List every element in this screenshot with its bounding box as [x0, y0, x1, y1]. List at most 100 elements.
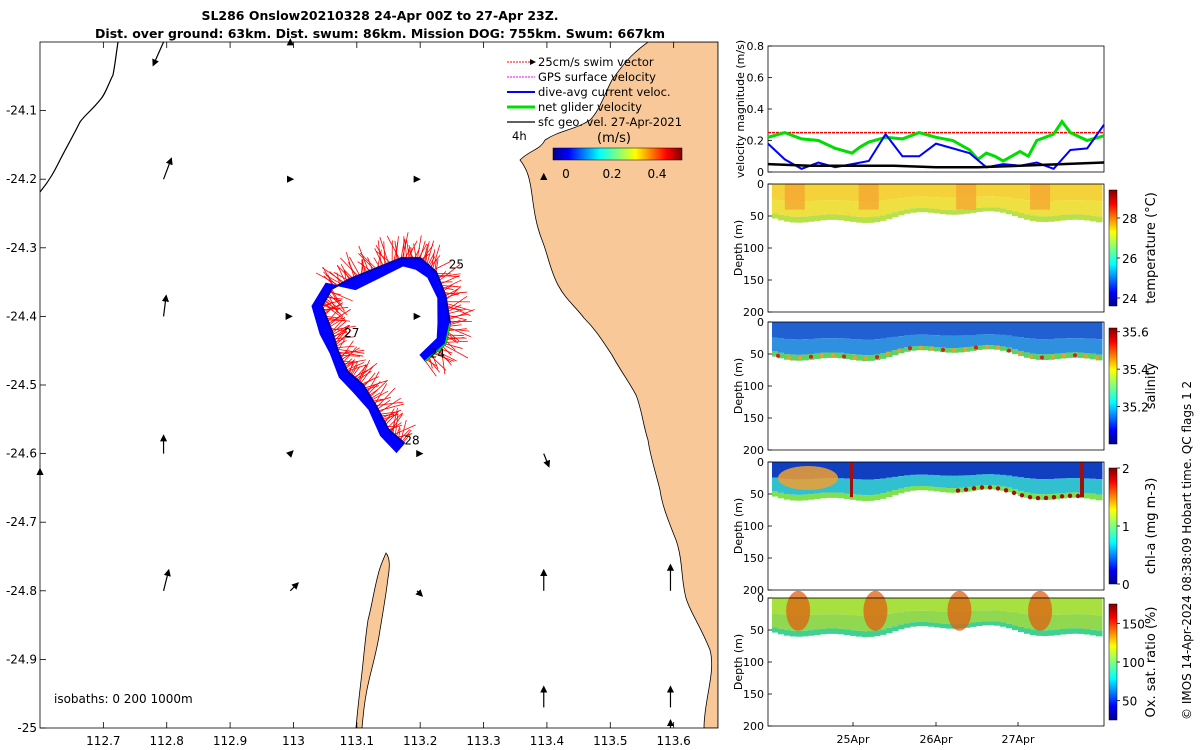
section-cell: [856, 479, 863, 495]
section-cell: [1054, 614, 1061, 630]
swim-vector: [389, 422, 402, 431]
section-cell: [1084, 462, 1091, 479]
section-cell: [1072, 200, 1079, 215]
section-cell: [928, 598, 935, 611]
swim-vector: [373, 398, 384, 402]
chl-dot: [1027, 494, 1033, 500]
section-cell: [1066, 628, 1073, 634]
section-cell: [1000, 622, 1007, 627]
salinity-high-dot: [963, 347, 967, 352]
section-cell: [874, 462, 881, 480]
swim-vector: [432, 354, 439, 370]
map-xtick-label: 112.7: [86, 734, 120, 748]
section-cell: [994, 598, 1001, 611]
section-cell: [1066, 462, 1073, 479]
swim-vector: [326, 297, 343, 300]
section-cell: [958, 322, 965, 336]
section-cell: [964, 347, 971, 352]
section-ytick-label: 0: [757, 456, 764, 469]
swim-vector: [379, 397, 401, 413]
section-cell: [1096, 184, 1103, 202]
swim-vector: [377, 249, 382, 268]
swim-vector: [359, 359, 370, 383]
section-cell: [940, 197, 947, 210]
vel-series-net: [767, 119, 1105, 163]
section-cell: [832, 462, 839, 479]
cbar-tick-label: 35.4: [1122, 363, 1149, 377]
salinity-high-dot: [908, 346, 912, 351]
section-cell: [784, 494, 791, 500]
swim-vector: [323, 307, 349, 310]
swim-vector: [370, 380, 388, 398]
section-cell: [1048, 184, 1055, 201]
chl-dot: [1003, 488, 1009, 493]
cbar-label: chl-a (mg m-3): [1144, 478, 1159, 575]
map-xtick-label: 113.2: [403, 734, 437, 748]
swim-vector: [383, 414, 395, 422]
section-cell: [820, 492, 827, 499]
swim-vector: [332, 320, 347, 334]
section-cell: [934, 184, 941, 198]
section-cell: [934, 487, 941, 492]
section-cell: [1024, 492, 1031, 498]
section-cell: [892, 336, 899, 351]
salinity-high-dot: [787, 355, 791, 360]
section-cell: [922, 184, 929, 197]
section-cell: [1048, 614, 1055, 631]
vel-ytick-label: 0.6: [747, 72, 765, 85]
section-cell: [1006, 462, 1013, 476]
swim-vector: [406, 240, 410, 259]
day-label: 27: [344, 326, 359, 340]
section-cell: [970, 474, 977, 487]
section-cell: [904, 475, 911, 488]
section-cell: [1018, 462, 1025, 478]
section-cell: [1042, 322, 1049, 340]
swim-vector: [367, 256, 373, 270]
section-ytick-label: 50: [750, 624, 764, 637]
swim-vector: [424, 360, 437, 377]
section-cell: [892, 184, 899, 199]
chl-dot: [1059, 494, 1065, 499]
section-cell: [832, 200, 839, 215]
section-colorbar: [1108, 327, 1118, 445]
section-cell: [1060, 322, 1067, 339]
section-cell: [1084, 614, 1091, 630]
map-xtick-label: 113.6: [656, 734, 690, 748]
section-cell: [940, 335, 947, 348]
vel-ytick-label: 0.8: [747, 40, 765, 53]
section-xtick-label: 25Apr: [836, 733, 870, 746]
swim-vector: [404, 247, 412, 259]
chl-dot: [1067, 493, 1073, 499]
section-cell: [850, 615, 857, 631]
section-cell: [910, 598, 917, 611]
section-cell: [1042, 630, 1049, 637]
section-cell: [1030, 353, 1037, 360]
section-cell: [880, 462, 887, 479]
section-cell: [1054, 215, 1061, 222]
section-cell: [850, 339, 857, 355]
map-ytick-label: -24.1: [6, 104, 37, 118]
swim-vector: [442, 346, 452, 356]
warm-patch: [956, 184, 977, 210]
section-cell: [904, 487, 911, 492]
section-cell: [856, 494, 863, 501]
section-cell: [970, 346, 977, 351]
section-cell: [790, 216, 797, 223]
section-cell: [922, 486, 929, 491]
section-cell: [880, 184, 887, 201]
isobath-label: isobaths: 0 200 1000m: [54, 692, 193, 706]
section-cell: [904, 197, 911, 210]
section-cell: [922, 208, 929, 213]
swim-vector: [438, 273, 461, 278]
swim-vector: [382, 409, 402, 418]
section-cell: [922, 598, 929, 611]
section-cell: [886, 184, 893, 200]
swim-vector: [329, 292, 341, 295]
section-cell: [916, 207, 923, 213]
swim-vector: [410, 247, 413, 259]
section-cell: [1078, 614, 1085, 629]
swim-vector: [428, 256, 436, 267]
section-cell: [826, 214, 833, 220]
section-cell: [886, 627, 893, 634]
